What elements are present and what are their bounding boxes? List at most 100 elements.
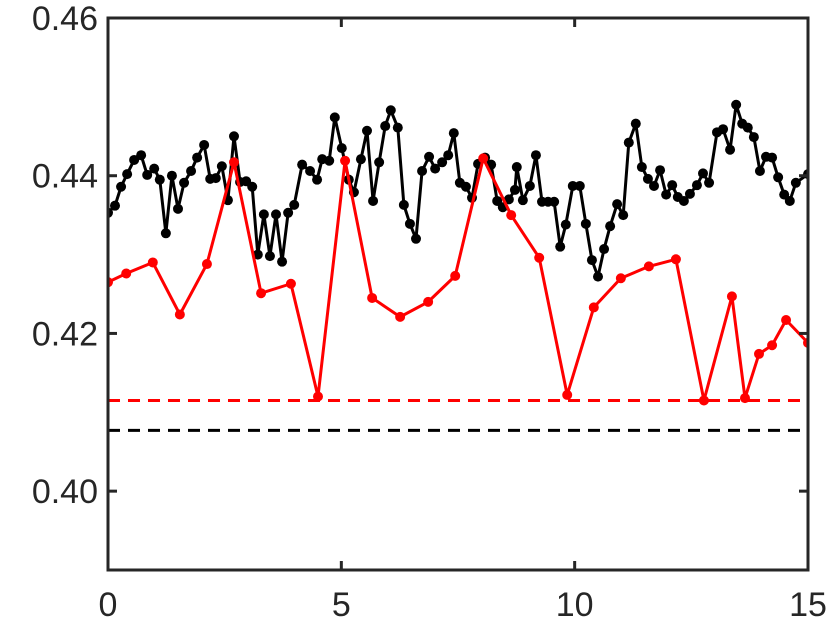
data-point	[367, 292, 378, 303]
x-tick-label: 15	[789, 586, 827, 624]
data-point	[630, 118, 641, 129]
data-point	[450, 270, 461, 281]
data-point	[478, 153, 489, 164]
data-point	[530, 150, 541, 161]
plot-area	[108, 99, 808, 432]
data-point	[460, 181, 471, 192]
data-point	[147, 257, 158, 268]
data-point	[678, 195, 689, 206]
data-point	[562, 389, 573, 400]
data-point	[684, 188, 695, 199]
data-point	[593, 271, 603, 282]
data-point	[395, 311, 406, 322]
data-point	[289, 199, 300, 210]
data-point	[392, 122, 403, 133]
data-point	[580, 218, 591, 229]
x-tick-label: 5	[332, 586, 351, 624]
data-point	[437, 157, 448, 168]
data-point	[704, 177, 715, 188]
data-point	[264, 251, 275, 262]
data-point	[340, 155, 351, 166]
data-point	[374, 157, 385, 168]
data-point	[555, 241, 566, 252]
data-point	[605, 221, 616, 232]
data-point	[567, 180, 578, 191]
data-point	[229, 131, 239, 142]
y-tick-label: 0.40	[32, 473, 98, 511]
data-point	[767, 340, 778, 351]
data-point	[448, 128, 459, 139]
data-point	[740, 393, 750, 404]
data-point	[336, 143, 347, 154]
data-point	[790, 177, 801, 188]
data-point	[517, 195, 528, 206]
data-point	[417, 165, 428, 176]
data-point	[524, 180, 535, 191]
data-point	[643, 261, 654, 272]
data-point	[201, 259, 212, 270]
data-point	[121, 268, 132, 279]
data-point	[661, 189, 672, 200]
data-point	[174, 309, 185, 320]
data-point	[742, 122, 753, 133]
data-point	[368, 195, 379, 206]
x-tick-label: 10	[556, 586, 594, 624]
data-point	[560, 219, 571, 230]
data-point	[271, 209, 281, 220]
data-point	[698, 395, 709, 406]
data-point	[691, 180, 702, 191]
data-point	[754, 348, 764, 359]
data-point	[149, 163, 160, 174]
data-point	[649, 180, 659, 191]
data-point	[122, 169, 133, 180]
data-point	[297, 159, 308, 170]
data-point	[285, 278, 296, 289]
axes-box	[106, 16, 810, 572]
data-point	[615, 273, 626, 284]
data-point	[588, 302, 599, 313]
data-point	[506, 210, 517, 221]
data-point	[192, 152, 203, 163]
data-point	[380, 121, 391, 132]
data-point	[179, 177, 190, 188]
data-point	[312, 174, 323, 185]
x-tick-label: 0	[99, 586, 118, 624]
data-point	[612, 199, 623, 210]
data-point	[355, 154, 366, 165]
y-tick-label: 0.46	[32, 0, 98, 38]
data-point	[256, 288, 267, 299]
data-point	[277, 256, 288, 267]
data-point	[670, 254, 681, 265]
data-point	[173, 203, 183, 214]
data-point	[731, 99, 742, 110]
data-point	[154, 174, 165, 185]
data-point	[698, 168, 708, 179]
data-point	[186, 165, 197, 176]
data-point	[116, 181, 127, 192]
data-point	[748, 132, 759, 143]
data-point	[411, 233, 421, 244]
data-point	[329, 112, 340, 123]
data-point	[503, 194, 514, 205]
data-point	[229, 157, 239, 168]
data-point	[110, 200, 120, 211]
data-point	[362, 125, 372, 136]
data-point	[160, 228, 171, 239]
data-point	[324, 155, 335, 166]
data-point	[443, 150, 454, 161]
data-point	[767, 152, 778, 163]
data-point	[404, 218, 415, 229]
data-point	[618, 210, 629, 221]
data-point	[511, 162, 522, 173]
data-point	[258, 209, 269, 220]
data-point	[586, 255, 597, 266]
data-point	[642, 173, 653, 184]
data-point	[424, 151, 435, 162]
data-point	[725, 144, 736, 155]
data-point	[781, 315, 792, 326]
data-point	[754, 165, 765, 176]
y-tick-label: 0.42	[32, 315, 98, 353]
data-point	[667, 180, 678, 191]
data-point	[166, 170, 177, 181]
